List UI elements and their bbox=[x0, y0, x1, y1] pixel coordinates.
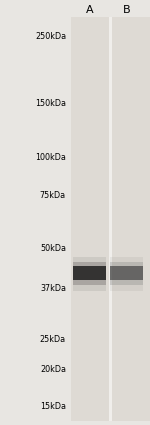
Bar bbox=[110, 266, 143, 280]
Bar bbox=[110, 258, 143, 291]
Bar bbox=[70, 17, 150, 421]
Bar bbox=[110, 262, 143, 285]
Text: A: A bbox=[85, 5, 93, 15]
Text: 20kDa: 20kDa bbox=[40, 365, 66, 374]
Text: 15kDa: 15kDa bbox=[40, 402, 66, 411]
Bar bbox=[73, 266, 106, 280]
Text: 75kDa: 75kDa bbox=[40, 190, 66, 199]
Bar bbox=[73, 258, 106, 291]
Text: B: B bbox=[123, 5, 130, 15]
Bar bbox=[109, 17, 112, 421]
Text: 37kDa: 37kDa bbox=[40, 283, 66, 292]
Text: 150kDa: 150kDa bbox=[35, 99, 66, 108]
Text: 100kDa: 100kDa bbox=[35, 153, 66, 162]
Text: 25kDa: 25kDa bbox=[40, 335, 66, 344]
Text: 250kDa: 250kDa bbox=[35, 32, 66, 41]
Bar bbox=[73, 262, 106, 285]
Text: 50kDa: 50kDa bbox=[40, 244, 66, 253]
